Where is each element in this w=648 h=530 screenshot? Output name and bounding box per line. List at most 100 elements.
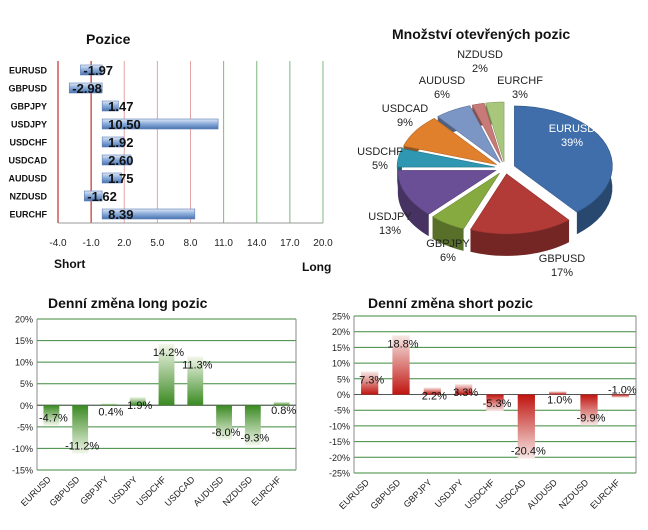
pie-slice: [514, 105, 613, 213]
chart-long-category-label: EURUSD: [19, 474, 53, 508]
chart-short-value-label: 2.2%: [422, 391, 447, 403]
chart-long-value-label: 14.2%: [153, 347, 184, 359]
pie-slice: [403, 118, 497, 165]
pozice-short-label: Short: [54, 257, 86, 271]
chart-short-value-label: 7.3%: [359, 375, 384, 387]
long-title: Denní změna long pozic: [48, 295, 208, 311]
pozice-value-label: 2.60: [108, 153, 133, 168]
chart-short-tick-label: 10%: [332, 359, 350, 369]
pozice-tick-label: -1.0: [83, 238, 101, 249]
chart-short-category-label: NZDUSD: [557, 477, 591, 511]
pozice-tick-label: 5.0: [150, 238, 164, 249]
pie-slice: [470, 173, 570, 235]
chart-long-bar: [158, 344, 175, 406]
pozice-chart: -4.0 -1.0 2.0 5.0 8.0 11.0 14.0 17.0 20.0 EURUSD -…: [8, 61, 333, 249]
pozice-bar: [68, 82, 103, 94]
chart-short-bar: [361, 371, 379, 395]
pie-slice: [431, 172, 500, 230]
pie-category-label: EURUSD: [549, 123, 596, 135]
chart-short-category-label: GBPUSD: [368, 477, 402, 511]
pie-category-label: GBPUSD: [539, 253, 586, 265]
chart-short-bar: [611, 394, 629, 398]
chart-short-category-label: EURCHF: [588, 477, 622, 511]
pozice-bar: [101, 208, 196, 220]
chart-long-value-label: -4.7%: [39, 413, 68, 425]
chart-long-category-label: GBPUSD: [48, 474, 82, 508]
pozice-value-label: -1.62: [87, 189, 117, 204]
chart-short-bar: [455, 384, 473, 395]
chart-long-bar: [216, 405, 232, 440]
pozice-tick-label: 8.0: [184, 238, 198, 249]
pie-title: Množství otevřených pozic: [392, 26, 571, 42]
pozice-bar: [101, 118, 219, 130]
chart-long-value-label: -11.2%: [65, 441, 99, 453]
pie-value-label: 6%: [434, 89, 450, 101]
chart-short-value-label: -1.0%: [608, 385, 637, 397]
pozice-tick-label: -4.0: [49, 238, 67, 249]
pie-value-label: 5%: [372, 160, 388, 172]
pozice-category-label: NZDUSD: [10, 192, 48, 202]
chart-short-value-label: 1.0%: [547, 394, 572, 406]
pozice-category-label: GBPUSD: [8, 84, 47, 94]
pozice-tick-label: 14.0: [247, 238, 267, 249]
pie-slice: [396, 148, 496, 168]
chart-long-bar: [101, 403, 117, 406]
chart-short-category-label: EURUSD: [337, 477, 371, 511]
chart-short-category-label: AUDUSD: [525, 477, 559, 511]
chart-short-bar: [486, 394, 504, 412]
chart-short-category-label: USDJPY: [433, 477, 465, 509]
chart-long-tick-label: 5%: [20, 379, 33, 389]
chart-long-value-label: 1.9%: [127, 400, 152, 412]
chart-long-tick-label: -15%: [12, 466, 33, 476]
pozice-value-label: 10.50: [108, 117, 141, 132]
pozice-category-label: USDJPY: [11, 120, 47, 130]
chart-short-tick-label: -5%: [334, 406, 350, 416]
chart-short-bar: [423, 387, 441, 395]
chart-short-tick-label: 5%: [337, 374, 350, 384]
pie-category-label: EURCHF: [497, 75, 543, 87]
chart-short-value-label: -5.3%: [483, 398, 512, 410]
pozice-category-label: EURUSD: [9, 66, 48, 76]
pie-slice: [485, 101, 505, 163]
chart-short-value-label: -20.4%: [511, 446, 546, 458]
chart-short-category-label: GBPJPY: [402, 477, 434, 509]
pozice-bar: [83, 190, 103, 202]
chart-long-tick-label: 15%: [15, 336, 33, 346]
chart-short-bar: [580, 394, 598, 426]
pozice-tick-label: 11.0: [214, 238, 233, 249]
pie-value-label: 6%: [440, 252, 456, 264]
pie-category-label: USDCHF: [357, 146, 403, 158]
pozice-long-label: Long: [302, 260, 332, 274]
pozice-category-label: AUDUSD: [8, 174, 47, 184]
chart-long-bar: [129, 397, 146, 406]
pie-slice: [471, 102, 503, 163]
pie-category-label: GBPJPY: [426, 238, 470, 250]
chart-long-value-label: 0.4%: [98, 407, 123, 419]
pie-slice-side: [470, 220, 570, 256]
pie-slice-side: [432, 216, 464, 251]
chart-long-bar: [244, 405, 261, 446]
chart-long-value-label: 0.8%: [271, 405, 296, 417]
chart-short-value-label: 18.8%: [387, 338, 418, 350]
pie-category-label: USDCAD: [382, 103, 429, 115]
pie-value-label: 9%: [397, 117, 413, 129]
pozice-bar: [101, 100, 119, 112]
chart-short-tick-label: -10%: [329, 421, 350, 431]
pozice-value-label: 8.39: [108, 207, 133, 222]
pie-slice: [397, 170, 497, 215]
pozice-value-label: 1.92: [108, 135, 133, 150]
chart-short-bar: [517, 394, 535, 459]
chart-short-tick-label: 0%: [337, 390, 350, 400]
pozice-bar: [80, 64, 103, 76]
pozice-tick-label: 17.0: [280, 238, 300, 249]
chart-short-category-label: USDCAD: [494, 477, 528, 511]
pie-category-label: NZDUSD: [457, 49, 503, 61]
pie-chart: EURUSD 39% GBPUSD 17% GBPJPY 6% USDJPY 13% USDCH…: [357, 49, 613, 279]
chart-long-bar: [273, 401, 290, 406]
pozice-category-label: GBPJPY: [10, 102, 47, 112]
chart-long-value-label: 11.3%: [182, 360, 213, 372]
chart-long-tick-label: -10%: [12, 444, 33, 454]
pozice-bar: [101, 172, 122, 184]
chart-long-category-label: NZDUSD: [221, 474, 255, 508]
chart-long-category-label: USDCAD: [163, 474, 197, 508]
